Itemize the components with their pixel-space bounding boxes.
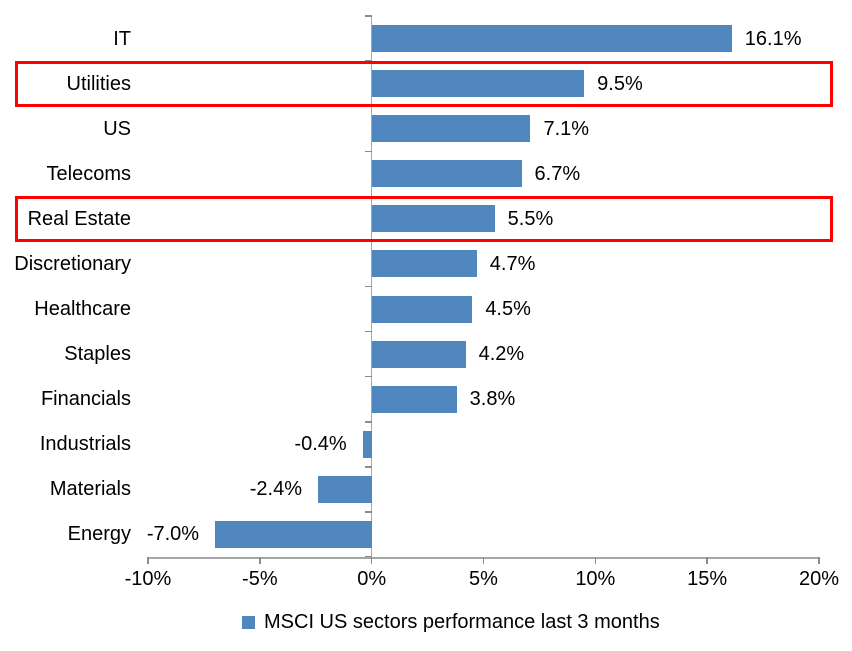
category-label-staples: Staples <box>64 343 131 366</box>
value-label-us: 7.1% <box>543 117 590 140</box>
bar-staples <box>371 340 466 368</box>
y-axis-tick <box>364 15 372 17</box>
category-label-energy: Energy <box>67 523 131 546</box>
x-axis-tick <box>706 557 708 564</box>
category-label-materials: Materials <box>49 478 131 501</box>
legend-label: MSCI US sectors performance last 3 month… <box>264 611 660 633</box>
value-label-telecoms: 6.7% <box>534 162 581 185</box>
x-tick-label: 15% <box>687 568 728 590</box>
bar-real-estate <box>371 205 495 233</box>
bar-materials <box>317 475 372 503</box>
bar-industrials <box>362 430 372 458</box>
y-axis-tick <box>364 375 372 378</box>
category-label-industrials: Industrials <box>39 433 131 456</box>
x-tick-label: 0% <box>357 568 387 590</box>
bar-healthcare <box>371 295 473 323</box>
category-label-real-estate: Real Estate <box>27 207 131 230</box>
value-label-materials: -2.4% <box>249 478 302 501</box>
x-tick-label: -5% <box>242 568 278 590</box>
category-label-it: IT <box>113 27 131 50</box>
highlight-box-real-estate <box>15 195 833 242</box>
category-label-telecoms: Telecoms <box>46 162 131 185</box>
value-label-utilities: 9.5% <box>597 72 643 95</box>
x-tick-label: 10% <box>575 568 616 590</box>
bar-financials <box>371 385 457 413</box>
category-label-financials: Financials <box>40 388 131 411</box>
bar-telecoms <box>371 160 522 188</box>
legend: MSCI US sectors performance last 3 month… <box>242 608 660 636</box>
x-tick-label: 5% <box>469 568 498 590</box>
value-label-energy: -7.0% <box>146 523 200 546</box>
x-axis-tick <box>259 557 261 564</box>
bar-utilities <box>371 70 585 98</box>
category-label-healthcare: Healthcare <box>34 298 131 321</box>
value-label-it: 16.1% <box>744 27 802 50</box>
legend-swatch-icon <box>242 615 255 629</box>
value-label-staples: 4.2% <box>478 343 525 366</box>
value-label-healthcare: 4.5% <box>485 298 531 321</box>
x-axis-tick <box>482 557 485 564</box>
x-axis-tick <box>370 557 373 564</box>
bar-us <box>371 115 531 143</box>
value-label-industrials: -0.4% <box>294 433 347 456</box>
value-label-financials: 3.8% <box>469 388 516 411</box>
bar-it <box>371 25 732 53</box>
category-label-discretionary: Discretionary <box>14 252 131 275</box>
y-axis-tick <box>364 150 372 152</box>
x-axis-tick <box>818 557 820 564</box>
value-label-discretionary: 4.7% <box>489 252 536 275</box>
category-label-utilities: Utilities <box>66 72 131 95</box>
x-tick-label: -10% <box>124 568 172 590</box>
x-axis-tick <box>147 557 149 564</box>
highlight-box-utilities <box>15 60 833 107</box>
y-axis-tick <box>364 330 372 333</box>
x-axis-tick <box>594 557 597 564</box>
bar-energy <box>215 520 372 548</box>
y-axis-line <box>370 15 373 559</box>
y-axis-tick <box>364 421 372 423</box>
y-axis-tick <box>364 511 372 513</box>
category-label-us: US <box>103 117 131 140</box>
bar-discretionary <box>371 250 477 278</box>
y-axis-tick <box>364 285 372 288</box>
value-label-real-estate: 5.5% <box>507 207 554 230</box>
y-axis-tick <box>364 466 372 468</box>
x-tick-label: 20% <box>798 568 840 590</box>
